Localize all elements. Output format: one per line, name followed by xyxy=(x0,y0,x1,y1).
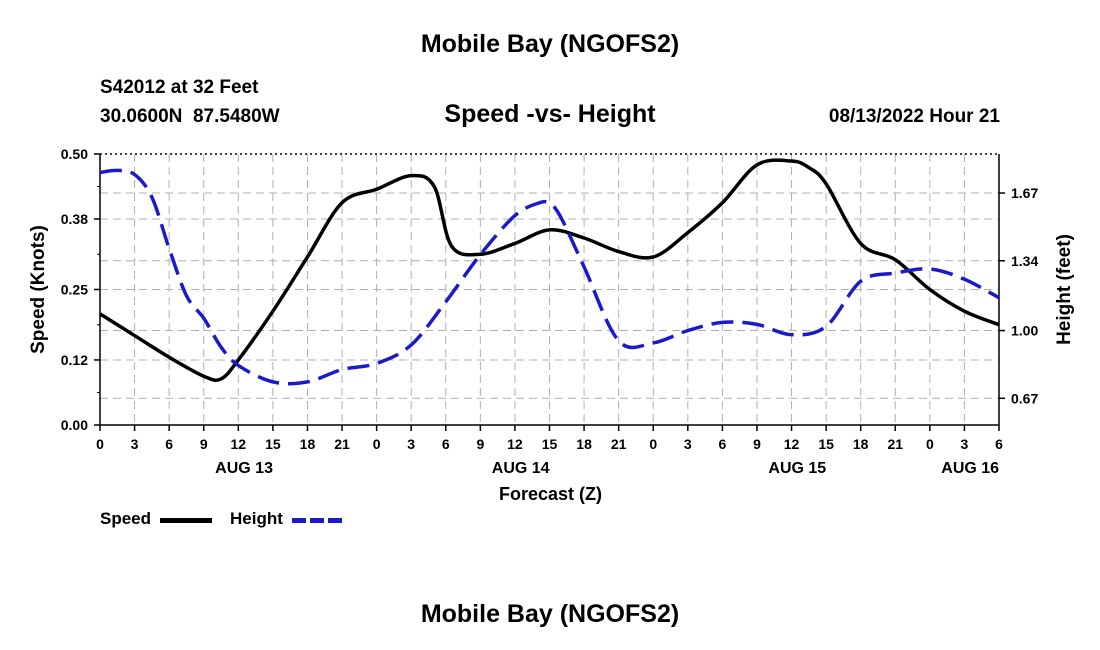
y-tick-label: 0.50 xyxy=(61,146,88,162)
x-tick-label: 0 xyxy=(926,436,934,452)
y2-tick-label: 1.34 xyxy=(1011,253,1038,269)
x-tick-label: 3 xyxy=(407,436,415,452)
y-tick-label: 0.25 xyxy=(61,282,88,298)
chart-subtitle: Speed -vs- Height xyxy=(444,100,656,128)
y2-axis-title: Height (feet) xyxy=(1054,234,1075,345)
x-tick-label: 0 xyxy=(649,436,657,452)
y-axis-title: Speed (Knots) xyxy=(28,225,49,354)
x-axis-title: Forecast (Z) xyxy=(499,484,602,504)
x-tick-label: 21 xyxy=(334,436,350,452)
x-date-label: AUG 13 xyxy=(215,460,273,477)
x-tick-label: 3 xyxy=(131,436,139,452)
x-tick-label: 12 xyxy=(784,436,800,452)
chart-title: Mobile Bay (NGOFS2) xyxy=(420,30,680,58)
x-tick-label: 9 xyxy=(753,436,761,452)
x-tick-label: 3 xyxy=(684,436,692,452)
footer-title: Mobile Bay (NGOFS2) xyxy=(420,600,680,628)
x-tick-label: 18 xyxy=(853,436,869,452)
legend-height-swatch xyxy=(292,518,342,523)
legend-speed-swatch xyxy=(160,518,212,523)
x-tick-label: 15 xyxy=(265,436,281,452)
timestamp-label: 08/13/2022 Hour 21 xyxy=(828,106,1000,127)
x-tick-label: 18 xyxy=(576,436,592,452)
y2-tick-label: 1.00 xyxy=(1011,323,1038,339)
x-tick-label: 12 xyxy=(231,436,247,452)
legend-speed-label: Speed xyxy=(100,509,152,528)
x-tick-label: 9 xyxy=(476,436,484,452)
x-tick-label: 15 xyxy=(542,436,558,452)
y-tick-label: 0.12 xyxy=(61,352,88,368)
x-tick-label: 21 xyxy=(611,436,627,452)
y2-tick-label: 1.67 xyxy=(1011,185,1038,201)
speed-series-line xyxy=(99,158,1000,382)
y-tick-label: 0.00 xyxy=(61,417,88,433)
x-tick-label: 12 xyxy=(507,436,523,452)
x-tick-label: 15 xyxy=(818,436,834,452)
x-tick-label: 18 xyxy=(300,436,316,452)
legend-height-label: Height xyxy=(230,509,283,528)
x-tick-label: 0 xyxy=(373,436,381,452)
x-date-label: AUG 14 xyxy=(492,460,550,477)
x-tick-label: 6 xyxy=(995,436,1003,452)
x-date-label: AUG 15 xyxy=(768,460,826,477)
x-tick-label: 21 xyxy=(887,436,903,452)
station-label: S42012 at 32 Feet xyxy=(100,77,259,98)
y-tick-label: 0.38 xyxy=(61,211,88,227)
x-tick-label: 6 xyxy=(442,436,450,452)
x-tick-label: 6 xyxy=(165,436,173,452)
x-tick-label: 3 xyxy=(961,436,969,452)
x-date-label: AUG 16 xyxy=(941,460,999,477)
height-series-line xyxy=(99,168,1000,386)
y2-tick-label: 0.67 xyxy=(1011,390,1038,406)
x-tick-label: 0 xyxy=(96,436,104,452)
x-tick-label: 9 xyxy=(200,436,208,452)
coordinates-label: 30.0600N 87.5480W xyxy=(100,106,280,127)
x-tick-label: 6 xyxy=(718,436,726,452)
